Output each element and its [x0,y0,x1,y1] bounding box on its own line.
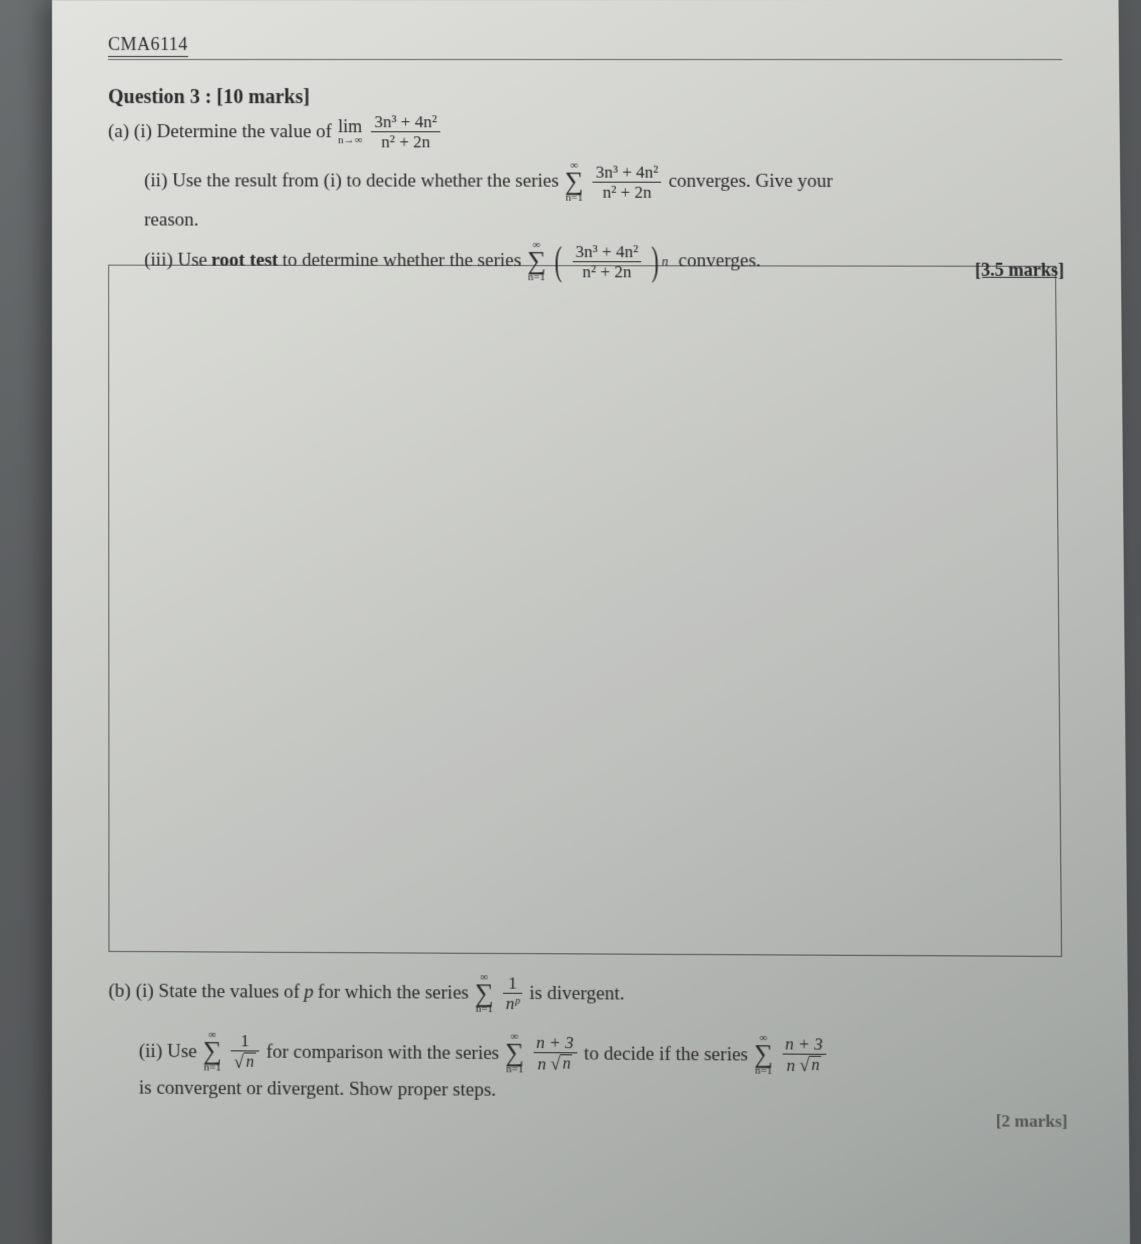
sigma-icon: ∑ [505,1043,524,1064]
a-ii-num: 3n³ + 4n² [593,163,662,180]
b-ii-last: is convergent or divergent. Show proper … [139,1078,496,1103]
a-ii-tail: converges. Give your [668,171,832,193]
sum-lower: n=1 [528,272,545,283]
sigma-icon: ∑ [527,251,546,272]
den-n2: n [786,1056,795,1075]
sigma-icon: ∑ [754,1045,773,1066]
a-ii-fraction: 3n³ + 4n² n² + 2n [593,163,662,200]
right-paren-icon: ) [651,247,659,275]
den-n: n [537,1055,546,1074]
radicand: n [244,1053,256,1072]
a-iii-mid: to determine whether the series [282,250,521,272]
a-i-lead: (a) (i) Determine the value of [108,121,332,143]
b-i-tail: is divergent. [529,983,624,1006]
b-ii-mid1: for comparison with the series [266,1041,499,1065]
b-i-mid: for which the series [318,982,469,1005]
sqrt-icon: √ n [799,1056,821,1075]
part-b-i: (b) (i) State the values of p for which … [108,970,1070,1019]
b-ii-ser-num2: n + 3 [782,1036,826,1054]
sum-lower: n=1 [476,1004,493,1015]
a-ii-sum: ∞ ∑ n=1 [565,161,584,204]
b-i-p: p [304,981,314,1003]
course-code-text: CMA6114 [108,34,188,57]
part-a-ii: (ii) Use the result from (i) to decide w… [144,160,1063,204]
b-ii-ser-den2: n √ n [783,1056,824,1075]
b-ii-series-frac2: n + 3 n √ n [782,1036,826,1076]
lim-sub: n→∞ [338,135,362,146]
a-iii-power: n [662,253,669,269]
b-ii-cmp-den: √ n [231,1053,259,1072]
a-ii-lead: (ii) Use the result from (i) to decide w… [144,171,559,193]
b-ii-sum1: ∞ ∑ n=1 [203,1030,222,1074]
radicand: n [809,1056,821,1075]
a-marks: [3.5 marks] [975,259,1064,280]
b-ii-cmp-num: 1 [238,1033,253,1050]
a-iii-sum: ∞ ∑ n=1 [527,240,546,283]
sum-lower: n=1 [566,192,583,203]
b-ii-mid2: to decide if the series [584,1043,748,1066]
a-iii-bold: root test [211,250,278,272]
course-code: CMA6114 [108,34,1062,57]
b-i-den: nᵖ [503,995,523,1012]
surd-icon: √ [550,1055,560,1073]
exam-page: CMA6114 Question 3 : [10 marks] (a) (i) … [52,0,1130,1244]
a-iii-num: 3n³ + 4n² [572,243,641,260]
sqrt-icon: √ n [550,1055,572,1074]
answer-box [108,264,1062,956]
b-ii-ser-den: n √ n [534,1055,575,1074]
limit-operator: lim n→∞ [338,117,363,146]
a-iii-tail: converges. [678,250,760,272]
b-i-num: 1 [505,975,520,992]
sigma-icon: ∑ [475,983,494,1004]
sigma-icon: ∑ [565,172,584,193]
b-ii-sum3: ∞ ∑ n=1 [754,1033,773,1077]
b-i-lead: (b) (i) State the values of [108,980,299,1003]
a-i-den: n² + 2n [378,133,433,150]
b-ii-ser-num: n + 3 [533,1034,577,1052]
surd-icon: √ [799,1056,809,1074]
radicand: n [560,1055,572,1074]
surd-icon: √ [234,1053,244,1071]
b-ii-cmp-frac: 1 √ n [231,1032,259,1072]
lim-label: lim [338,117,362,135]
part-b-ii: (ii) Use ∞ ∑ n=1 1 √ n for comparison wi… [139,1030,1072,1079]
sum-lower: n=1 [506,1064,524,1075]
sum-lower: n=1 [204,1063,221,1074]
b-ii-sum2: ∞ ∑ n=1 [505,1032,524,1076]
a-ii-den: n² + 2n [599,184,654,201]
a-i-num: 3n³ + 4n² [371,113,440,130]
sum-lower: n=1 [755,1066,773,1077]
a-iii-fraction: 3n³ + 4n² n² + 2n [572,243,641,280]
sqrt-icon: √ n [234,1053,256,1072]
question-heading: Question 3 : [10 marks] [108,86,1063,109]
b-ii-series-frac: n + 3 n √ n [533,1034,577,1074]
a-iii-lead: (iii) Use [144,250,207,272]
sigma-icon: ∑ [203,1041,222,1062]
left-paren-icon: ( [555,247,563,275]
a-i-fraction: 3n³ + 4n² n² + 2n [371,113,440,150]
b-ii-last-line: is convergent or divergent. Show proper … [139,1078,1072,1106]
b-marks: [2 marks] [109,1106,1072,1132]
part-a-i: (a) (i) Determine the value of lim n→∞ 3… [108,113,1063,151]
b-i-sum: ∞ ∑ n=1 [475,972,494,1016]
a-ii-reason: reason. [144,209,1064,232]
b-ii-lead: (ii) Use [139,1040,197,1063]
header-rule [108,59,1062,60]
a-iii-den: n² + 2n [579,263,634,280]
b-i-fraction: 1 nᵖ [503,975,523,1013]
